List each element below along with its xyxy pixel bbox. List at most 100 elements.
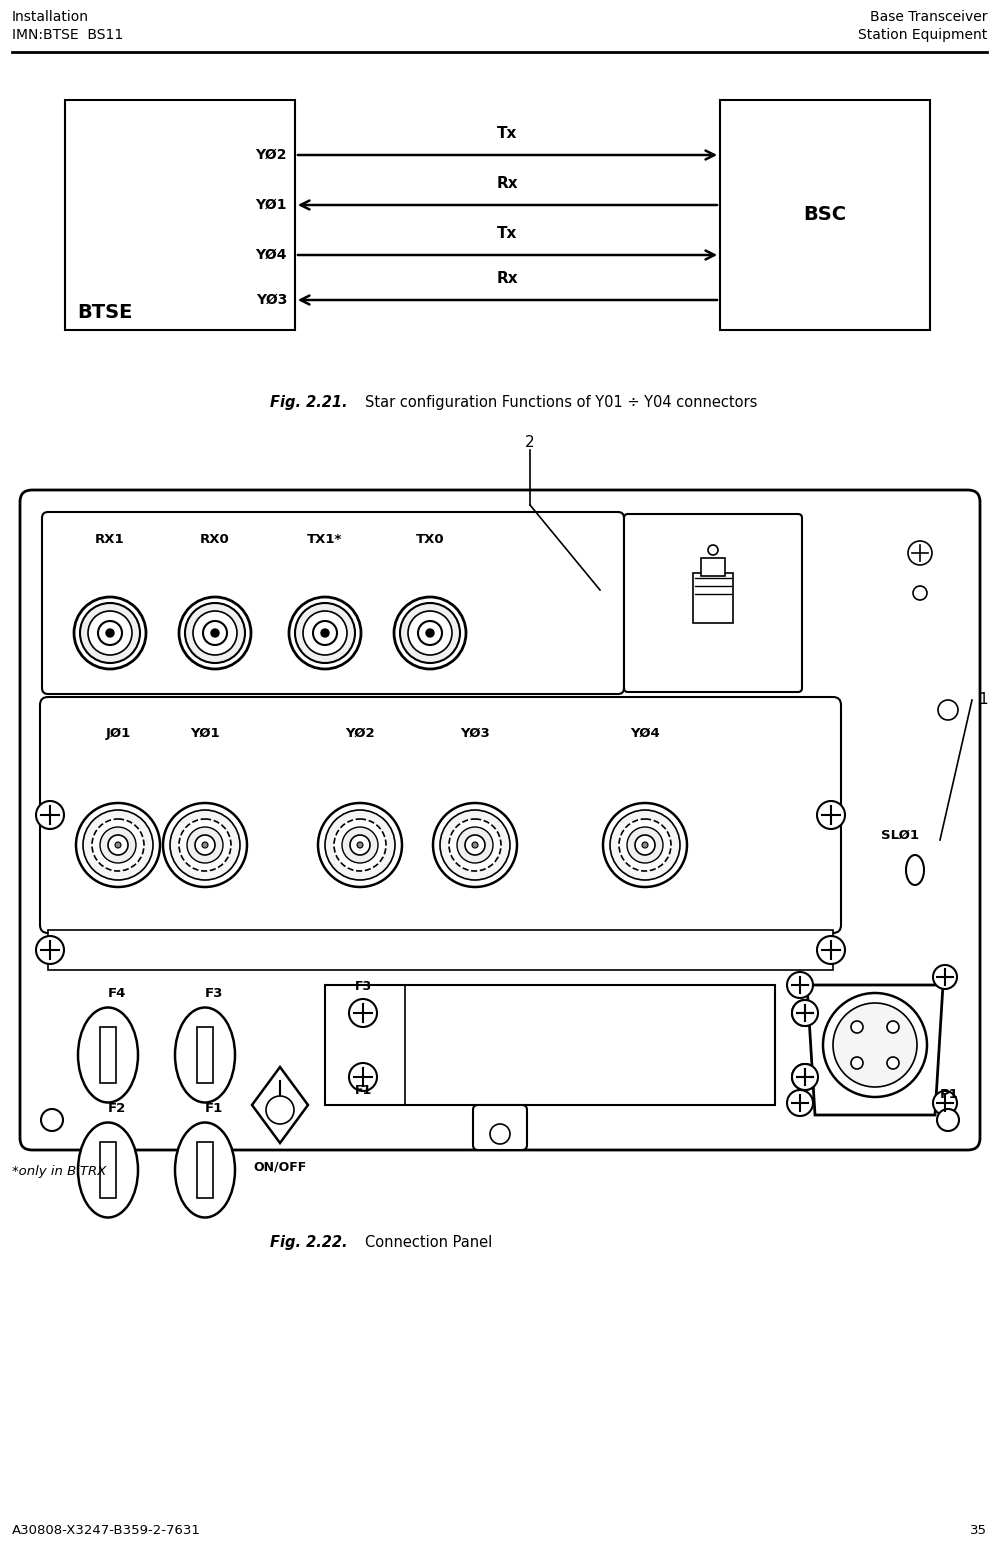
Circle shape (792, 1064, 818, 1091)
Circle shape (433, 803, 517, 886)
Circle shape (465, 835, 485, 855)
Circle shape (394, 597, 466, 668)
Circle shape (627, 828, 663, 863)
Circle shape (92, 818, 144, 871)
Text: F2: F2 (108, 1101, 126, 1115)
Circle shape (318, 803, 402, 886)
Circle shape (170, 811, 240, 880)
Ellipse shape (906, 855, 924, 885)
Circle shape (851, 1021, 863, 1033)
Circle shape (179, 597, 251, 668)
Ellipse shape (78, 1007, 138, 1103)
Circle shape (610, 811, 680, 880)
Circle shape (350, 835, 370, 855)
Circle shape (817, 936, 845, 964)
Polygon shape (252, 1067, 308, 1143)
Circle shape (457, 828, 493, 863)
Circle shape (492, 699, 508, 716)
Circle shape (83, 811, 153, 880)
Circle shape (933, 1091, 957, 1115)
Circle shape (408, 611, 452, 654)
Text: P1: P1 (940, 1089, 959, 1101)
Text: Rx: Rx (497, 271, 518, 286)
Circle shape (357, 842, 363, 848)
Circle shape (36, 801, 64, 829)
Circle shape (295, 603, 355, 664)
Bar (197, 1027, 213, 1083)
Text: Rx: Rx (497, 176, 518, 190)
Bar (48, 930, 833, 970)
Text: A30808-X3247-B359-2-7631: A30808-X3247-B359-2-7631 (12, 1524, 201, 1538)
Circle shape (472, 842, 478, 848)
Text: YØ1: YØ1 (256, 198, 287, 212)
Circle shape (833, 1002, 917, 1088)
Circle shape (426, 630, 434, 637)
Bar (701, 558, 725, 575)
Circle shape (887, 1021, 899, 1033)
Text: F1: F1 (355, 1084, 372, 1097)
Circle shape (74, 597, 146, 668)
Circle shape (823, 993, 927, 1097)
Text: YØ1: YØ1 (190, 727, 220, 739)
Text: Star configuration Functions of Y01 ÷ Y04 connectors: Star configuration Functions of Y01 ÷ Y0… (365, 394, 757, 410)
Text: 1: 1 (978, 693, 988, 707)
Text: Base Transceiver: Base Transceiver (869, 9, 987, 25)
Text: Connection Panel: Connection Panel (365, 1235, 493, 1250)
Bar (100, 1142, 116, 1197)
Circle shape (792, 999, 818, 1026)
Circle shape (635, 835, 655, 855)
Text: F3: F3 (205, 987, 224, 999)
Circle shape (195, 835, 215, 855)
Text: F4: F4 (108, 987, 127, 999)
Circle shape (334, 818, 386, 871)
Text: RX1: RX1 (95, 534, 125, 546)
Text: BSC: BSC (803, 206, 846, 224)
Circle shape (325, 811, 395, 880)
Circle shape (440, 811, 510, 880)
Text: JØ1: JØ1 (105, 727, 131, 739)
Text: F1: F1 (205, 1101, 223, 1115)
Circle shape (98, 620, 122, 645)
Circle shape (349, 999, 377, 1027)
Text: IMN:BTSE  BS11: IMN:BTSE BS11 (12, 28, 123, 42)
Text: 2: 2 (525, 435, 534, 450)
Text: TX0: TX0 (416, 534, 445, 546)
Circle shape (80, 603, 140, 664)
Ellipse shape (175, 1007, 235, 1103)
Circle shape (887, 1057, 899, 1069)
Circle shape (203, 620, 227, 645)
Text: YØ4: YØ4 (630, 727, 660, 739)
Circle shape (321, 630, 329, 637)
Circle shape (851, 1057, 863, 1069)
Circle shape (938, 699, 958, 719)
Circle shape (708, 545, 718, 555)
Text: ON/OFF: ON/OFF (254, 1160, 307, 1173)
FancyBboxPatch shape (20, 490, 980, 1149)
Circle shape (76, 803, 160, 886)
Circle shape (42, 699, 62, 719)
Circle shape (603, 803, 687, 886)
Text: YØ2: YØ2 (346, 727, 375, 739)
FancyBboxPatch shape (624, 514, 802, 692)
Bar (100, 1027, 116, 1083)
Circle shape (792, 1064, 818, 1091)
Circle shape (313, 620, 337, 645)
Circle shape (266, 1095, 294, 1125)
Circle shape (115, 842, 121, 848)
Circle shape (449, 818, 501, 871)
Text: BTSE: BTSE (77, 303, 133, 322)
Circle shape (88, 611, 132, 654)
Circle shape (642, 842, 648, 848)
Circle shape (342, 828, 378, 863)
Circle shape (211, 630, 219, 637)
Circle shape (108, 835, 128, 855)
Circle shape (36, 936, 64, 964)
Circle shape (193, 611, 237, 654)
Circle shape (187, 828, 223, 863)
Text: YØ4: YØ4 (256, 248, 287, 261)
Bar (720, 101, 930, 330)
Circle shape (202, 842, 208, 848)
Ellipse shape (175, 1123, 235, 1217)
FancyBboxPatch shape (40, 698, 841, 933)
Text: Tx: Tx (498, 125, 517, 141)
